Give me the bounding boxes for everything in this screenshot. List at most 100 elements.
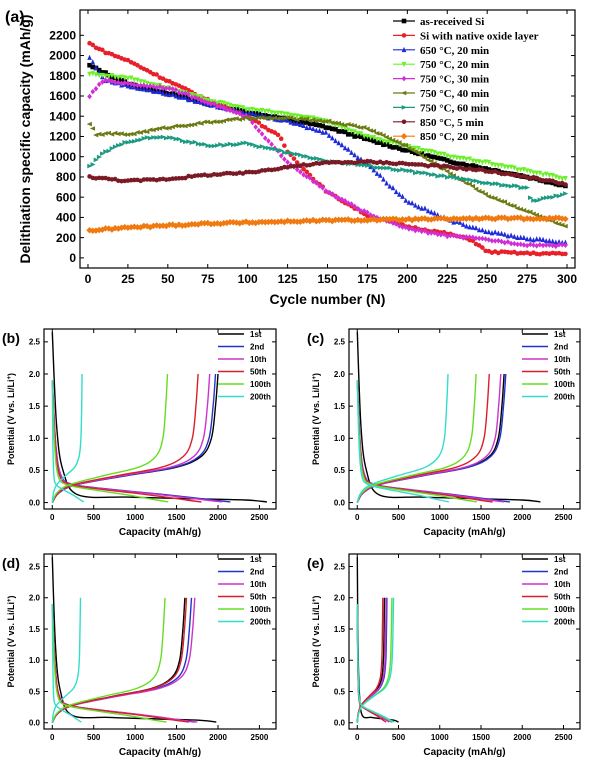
data-marker — [237, 104, 242, 111]
data-marker — [464, 156, 469, 163]
y-tick-label: 2.0 — [334, 594, 346, 603]
legend-label: 750 °C, 30 min — [420, 74, 489, 86]
data-marker — [227, 117, 233, 122]
data-marker — [502, 182, 508, 188]
data-marker — [489, 181, 495, 187]
data-marker — [361, 208, 367, 214]
data-marker — [205, 143, 211, 149]
data-marker — [333, 137, 338, 144]
data-marker — [368, 163, 374, 168]
legend-label: 850 °C, 5 min — [420, 117, 484, 129]
data-marker — [563, 191, 569, 196]
y-tick-label: 0.0 — [334, 498, 346, 507]
data-marker — [298, 169, 303, 175]
data-marker — [173, 136, 179, 142]
data-marker — [400, 224, 405, 230]
data-marker — [215, 100, 220, 106]
y-tick-label: 0.5 — [334, 687, 346, 696]
legend-label: 100th — [554, 380, 575, 389]
discharge-curve-100th — [356, 380, 478, 503]
data-marker — [307, 121, 313, 127]
data-marker — [515, 234, 520, 240]
data-marker — [106, 148, 112, 154]
charge-curve-200th — [51, 373, 83, 503]
data-marker — [543, 242, 549, 248]
data-marker — [454, 161, 460, 166]
discharge-curve-100th — [51, 603, 167, 723]
data-marker — [448, 232, 453, 239]
data-marker — [460, 176, 467, 181]
data-marker — [285, 150, 291, 155]
data-marker — [154, 135, 160, 140]
data-marker — [349, 149, 354, 155]
legend-label: 10th — [554, 355, 571, 364]
data-marker — [342, 145, 348, 151]
data-marker — [524, 209, 530, 214]
data-marker — [115, 131, 121, 137]
data-marker — [192, 98, 198, 104]
data-marker — [271, 115, 278, 121]
data-marker — [342, 129, 348, 135]
data-marker — [329, 120, 335, 126]
data-marker — [307, 172, 313, 178]
data-marker — [451, 154, 456, 160]
data-marker — [438, 156, 444, 161]
x-tick-label: 500 — [392, 513, 406, 522]
data-marker — [90, 59, 96, 65]
data-marker — [90, 162, 96, 167]
data-marker — [259, 115, 265, 121]
data-marker — [253, 124, 258, 130]
data-marker — [179, 138, 186, 144]
data-marker — [470, 224, 476, 230]
data-marker — [336, 195, 341, 201]
plot-frame — [43, 328, 277, 510]
data-marker — [313, 118, 319, 124]
data-marker — [547, 238, 552, 244]
data-marker — [435, 231, 440, 238]
data-marker — [406, 226, 412, 232]
data-marker — [447, 171, 453, 177]
legend-a: as-received Si Si with native oxide layer… — [393, 16, 539, 143]
data-marker — [246, 107, 252, 113]
data-marker — [106, 73, 112, 80]
data-marker — [307, 115, 313, 121]
data-marker — [281, 115, 287, 121]
data-marker — [282, 150, 288, 155]
data-marker — [224, 106, 230, 113]
legend-label: 200th — [250, 618, 271, 627]
data-marker — [505, 233, 511, 239]
data-marker — [432, 163, 437, 168]
y-tick-label: 1.5 — [29, 625, 41, 634]
data-marker — [483, 236, 488, 242]
data-marker — [167, 91, 172, 98]
data-marker — [298, 152, 304, 158]
data-marker — [333, 126, 338, 132]
data-marker — [413, 227, 418, 234]
data-marker — [352, 129, 357, 135]
y-tick-label: 0.0 — [334, 719, 346, 728]
x-tick-label: 175 — [357, 272, 377, 286]
data-marker — [518, 167, 524, 173]
data-marker — [192, 122, 198, 127]
data-marker — [540, 178, 546, 183]
data-marker — [272, 130, 278, 135]
data-marker — [119, 142, 125, 147]
data-marker — [176, 136, 182, 142]
data-marker — [307, 155, 313, 161]
data-marker — [521, 185, 527, 190]
data-marker — [527, 241, 533, 248]
data-marker — [189, 94, 195, 101]
data-marker — [256, 127, 262, 134]
data-marker — [483, 159, 488, 165]
data-marker — [419, 205, 425, 211]
y-tick-label: 2.5 — [334, 338, 346, 347]
data-marker — [100, 79, 105, 85]
data-marker — [486, 159, 492, 166]
legend-label: 750 °C, 20 min — [420, 59, 489, 71]
data-marker — [409, 200, 415, 206]
x-tick-label: 0 — [50, 513, 55, 522]
data-marker — [329, 191, 335, 197]
data-marker — [416, 169, 422, 175]
data-marker — [199, 94, 204, 101]
data-marker — [386, 136, 393, 142]
